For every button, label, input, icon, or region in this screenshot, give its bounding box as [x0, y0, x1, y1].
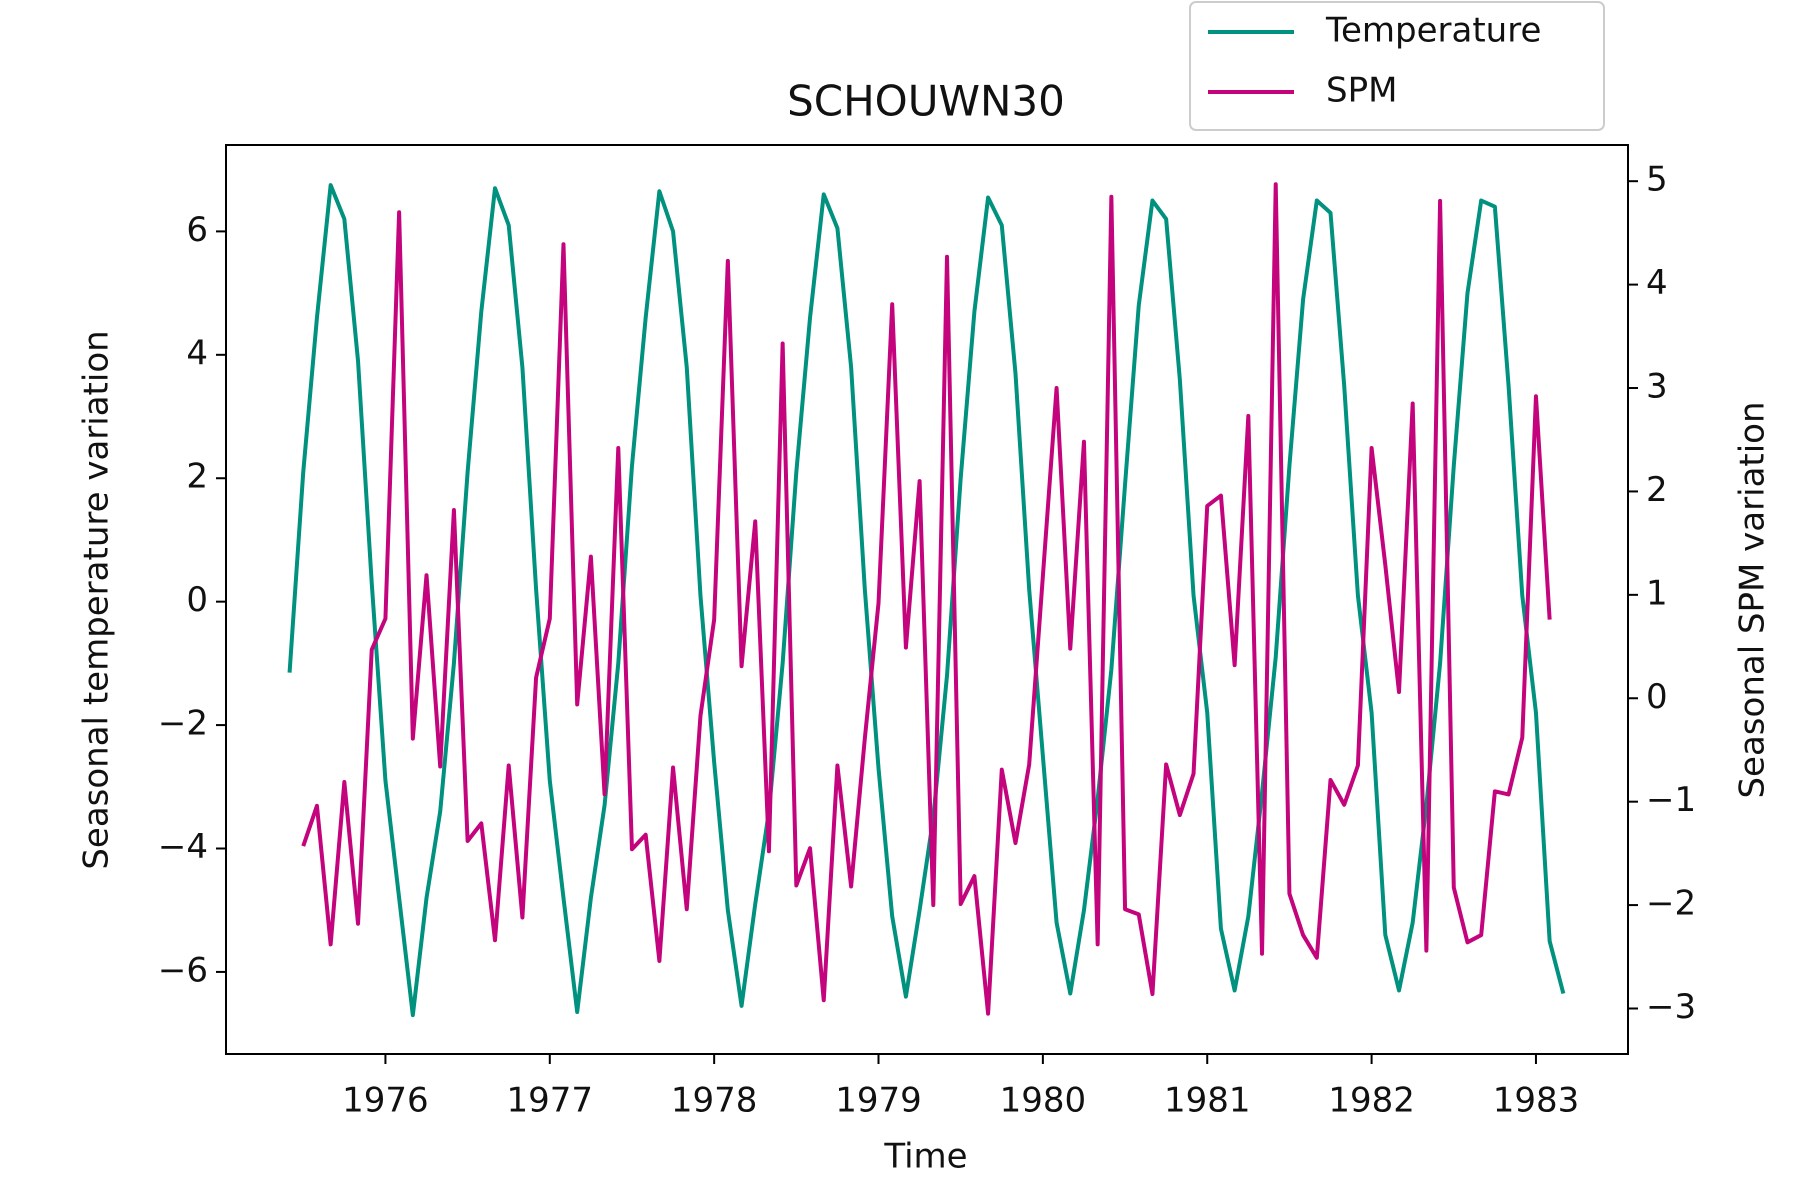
legend-label: SPM	[1326, 71, 1397, 111]
y-tick-label: −4	[158, 827, 208, 867]
series-line	[301, 182, 1552, 1016]
chart-title: SCHOUWN30	[787, 77, 1065, 126]
y2-tick-label: −2	[1646, 884, 1696, 924]
x-tick-label: 1981	[1164, 1081, 1251, 1121]
y-tick-label: −2	[158, 704, 208, 744]
x-tick-label: 1980	[1000, 1081, 1087, 1121]
y-tick-label: 4	[186, 333, 208, 373]
x-tick-label: 1977	[507, 1081, 594, 1121]
x-tick-label: 1976	[342, 1081, 429, 1121]
y2-tick-label: 2	[1646, 470, 1668, 510]
y2-tick-label: 3	[1646, 367, 1668, 407]
y2-axis-label: Seasonal SPM variation	[1733, 401, 1773, 798]
x-tick-label: 1982	[1328, 1081, 1415, 1121]
series-line	[287, 183, 1566, 1018]
y2-tick-label: 4	[1646, 263, 1668, 303]
x-tick-label: 1979	[835, 1081, 922, 1121]
y2-tick-label: 5	[1646, 160, 1668, 200]
legend-label: Temperature	[1325, 11, 1541, 51]
plot-frame	[225, 144, 1629, 1055]
y2-tick-label: −3	[1646, 987, 1696, 1027]
x-tick-label: 1983	[1493, 1081, 1580, 1121]
y-tick-label: 6	[186, 210, 208, 250]
y-tick-label: 0	[186, 580, 208, 620]
y2-tick-label: 1	[1646, 573, 1668, 613]
x-tick-label: 1978	[671, 1081, 758, 1121]
y-tick-label: 2	[186, 457, 208, 497]
x-axis-label: Time	[883, 1137, 967, 1177]
y2-tick-label: −1	[1646, 780, 1696, 820]
y-axis-label: Seasonal temperature variation	[77, 330, 117, 869]
y-tick-label: −6	[158, 950, 208, 990]
y2-tick-label: 0	[1646, 677, 1668, 717]
